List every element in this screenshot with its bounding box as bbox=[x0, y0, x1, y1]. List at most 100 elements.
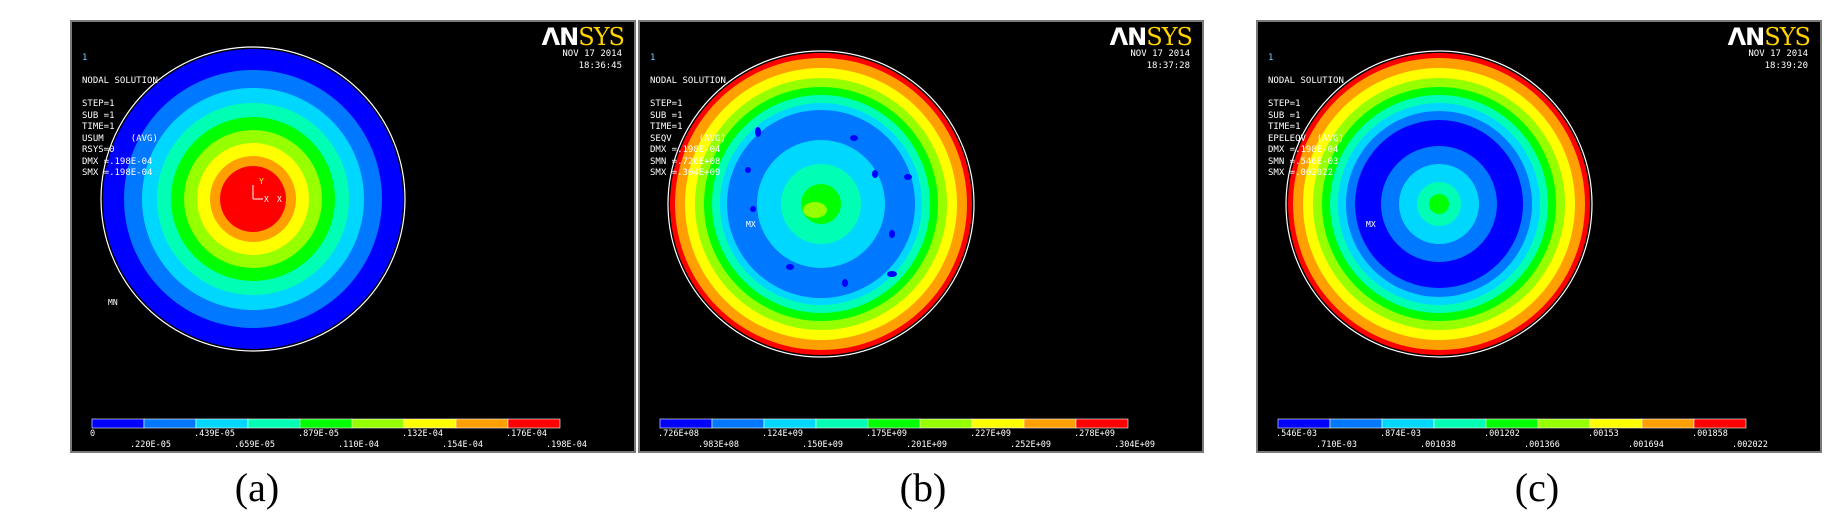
legend-swatch bbox=[1075, 418, 1129, 429]
ansys-logo: ΛNSYS bbox=[1109, 23, 1193, 51]
legend-tick-label: .132E-04 bbox=[402, 429, 443, 439]
contour-field-a bbox=[100, 46, 406, 352]
ansys-logo: ΛNSYS bbox=[1727, 23, 1811, 51]
legend-swatch bbox=[763, 418, 817, 429]
legend-swatch bbox=[1329, 418, 1383, 429]
legend-swatch bbox=[195, 418, 249, 429]
contour-outline bbox=[1285, 50, 1593, 358]
legend-swatch bbox=[91, 418, 145, 429]
legend-tick-label: .124E+09 bbox=[762, 429, 803, 439]
contour-plot-a: 1 NODAL SOLUTION STEP=1 SUB =1 TIME=1 US… bbox=[70, 20, 636, 453]
axis-y-label: Y bbox=[259, 177, 264, 186]
legend-tick-label: .001202 bbox=[1484, 429, 1520, 439]
legend-swatch bbox=[711, 418, 765, 429]
legend-swatch bbox=[1277, 418, 1331, 429]
legend-tick-label: .874E-03 bbox=[1380, 429, 1421, 439]
legend-swatch bbox=[1589, 418, 1643, 429]
min-marker: MN bbox=[108, 298, 118, 307]
legend-tick-label: .220E-05 bbox=[130, 440, 171, 450]
timestamp-a: NOV 17 2014 18:36:45 bbox=[562, 49, 622, 71]
legend-swatch bbox=[919, 418, 973, 429]
legend-swatch bbox=[1641, 418, 1695, 429]
legend-swatch bbox=[815, 418, 869, 429]
legend-tick-label: .304E+09 bbox=[1114, 440, 1155, 450]
max-marker: MX bbox=[746, 220, 756, 229]
legend-swatch bbox=[1433, 418, 1487, 429]
contour-spot bbox=[889, 230, 895, 238]
legend-tick-label: .227E+09 bbox=[970, 429, 1011, 439]
legend-swatch bbox=[1485, 418, 1539, 429]
legend-tick-label: .278E+09 bbox=[1074, 429, 1115, 439]
legend-tick-label: .150E+09 bbox=[802, 440, 843, 450]
contour-field-c bbox=[1285, 50, 1593, 358]
info-lines: NODAL SOLUTION STEP=1 SUB =1 TIME=1 USUM… bbox=[82, 76, 158, 178]
contour-spot bbox=[745, 167, 751, 173]
legend-tick-label: .002022 bbox=[1732, 440, 1768, 450]
legend-swatch bbox=[299, 418, 353, 429]
legend-swatch bbox=[1381, 418, 1435, 429]
timestamp-c: NOV 17 2014 18:39:20 bbox=[1748, 49, 1808, 71]
legend-swatch bbox=[247, 418, 301, 429]
color-legend-c: .546E-03 .874E-03 .001202 .00153 .001858 .710… bbox=[1258, 417, 1820, 451]
contour-outline bbox=[667, 50, 975, 358]
plot-info-b: 1 NODAL SOLUTION STEP=1 SUB =1 TIME=1 SE… bbox=[650, 30, 726, 191]
triad-axes bbox=[252, 185, 263, 200]
contour-outline bbox=[100, 46, 406, 352]
color-legend-b: .726E+08 .124E+09 .175E+09 .227E+09 .278E+09… bbox=[640, 417, 1202, 451]
contour-spot bbox=[842, 279, 848, 287]
contour-plot-b: 1 NODAL SOLUTION STEP=1 SUB =1 TIME=1 SE… bbox=[638, 20, 1204, 453]
legend-tick-label: 0 bbox=[90, 429, 96, 439]
plot-info-c: 1 NODAL SOLUTION STEP=1 SUB =1 TIME=1 EP… bbox=[1268, 30, 1344, 191]
timestamp-b: NOV 17 2014 18:37:28 bbox=[1130, 49, 1190, 71]
legend-tick-label: .001038 bbox=[1420, 440, 1456, 450]
caption-b: (b) bbox=[899, 465, 947, 510]
legend-tick-label: .983E+08 bbox=[698, 440, 739, 450]
contour-spot bbox=[750, 206, 756, 212]
color-legend-a: 0 .439E-05 .879E-05 .132E-04 .176E-04 .220E-0… bbox=[72, 417, 634, 451]
contour-band bbox=[1429, 194, 1449, 214]
legend-swatch bbox=[143, 418, 197, 429]
legend-tick-label: .001694 bbox=[1628, 440, 1664, 450]
axis-x-label: X bbox=[264, 195, 269, 204]
legend-swatch bbox=[659, 418, 713, 429]
max-marker: MX bbox=[1366, 220, 1376, 229]
legend-tick-label: .546E-03 bbox=[1276, 429, 1317, 439]
contour-spot bbox=[904, 174, 912, 180]
caption-a: (a) bbox=[234, 465, 280, 510]
legend-swatch bbox=[455, 418, 509, 429]
legend-tick-label: .154E-04 bbox=[442, 440, 483, 450]
caption-c: (c) bbox=[1514, 465, 1560, 510]
legend-tick-label: .201E+09 bbox=[906, 440, 947, 450]
legend-swatch bbox=[971, 418, 1025, 429]
legend-tick-label: .198E-04 bbox=[546, 440, 587, 450]
window-number: 1 bbox=[1268, 53, 1274, 63]
window-number: 1 bbox=[650, 53, 656, 63]
legend-tick-label: .252E+09 bbox=[1010, 440, 1051, 450]
contour-spot bbox=[803, 202, 827, 218]
legend-tick-label: .659E-05 bbox=[234, 440, 275, 450]
legend-swatch bbox=[403, 418, 457, 429]
legend-tick-label: .176E-04 bbox=[506, 429, 547, 439]
contour-spot bbox=[872, 170, 878, 178]
info-lines: NODAL SOLUTION STEP=1 SUB =1 TIME=1 EPEL… bbox=[1268, 76, 1344, 178]
legend-swatch bbox=[1023, 418, 1077, 429]
contour-spot bbox=[850, 135, 858, 141]
legend-tick-label: .879E-05 bbox=[298, 429, 339, 439]
legend-tick-label: .00153 bbox=[1588, 429, 1619, 439]
legend-tick-label: .001858 bbox=[1692, 429, 1728, 439]
contour-plot-c: 1 NODAL SOLUTION STEP=1 SUB =1 TIME=1 EP… bbox=[1256, 20, 1822, 453]
legend-swatch bbox=[1693, 418, 1747, 429]
ansys-logo: ΛNSYS bbox=[541, 23, 625, 51]
plot-info-a: 1 NODAL SOLUTION STEP=1 SUB =1 TIME=1 US… bbox=[82, 30, 158, 191]
legend-swatch bbox=[867, 418, 921, 429]
axis-x2-label: X bbox=[277, 195, 282, 204]
contour-spot bbox=[786, 264, 794, 270]
legend-tick-label: .439E-05 bbox=[194, 429, 235, 439]
legend-tick-label: .726E+08 bbox=[658, 429, 699, 439]
legend-swatch bbox=[351, 418, 405, 429]
info-lines: NODAL SOLUTION STEP=1 SUB =1 TIME=1 SEQV… bbox=[650, 76, 726, 178]
legend-tick-label: .175E+09 bbox=[866, 429, 907, 439]
contour-spot bbox=[755, 127, 761, 137]
contour-spot bbox=[887, 271, 897, 277]
legend-tick-label: .110E-04 bbox=[338, 440, 379, 450]
